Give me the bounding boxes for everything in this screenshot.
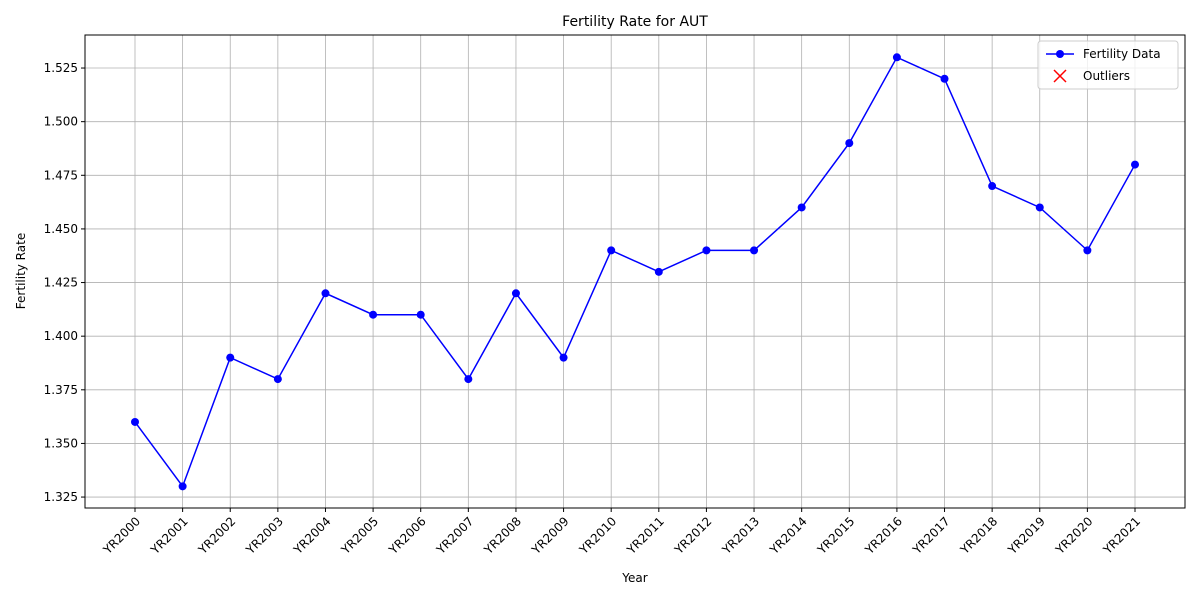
marker (892, 53, 901, 62)
x-tick-label: YR2004 (290, 514, 333, 557)
marker-stroke (1053, 69, 1067, 83)
marker (1083, 246, 1092, 255)
marker (559, 353, 568, 362)
marker (321, 289, 330, 298)
marker (464, 375, 473, 384)
marker (607, 246, 616, 255)
x-tick-label: YR2011 (624, 514, 667, 557)
marker (940, 74, 949, 83)
x-tick-label: YR2020 (1052, 514, 1095, 557)
marker (845, 139, 854, 148)
marker (1056, 50, 1064, 58)
x-tick-label: YR2000 (100, 514, 143, 557)
x-tick-label: YR2006 (386, 514, 429, 557)
y-tick-label: 1.525 (44, 61, 78, 75)
marker (702, 246, 711, 255)
y-tick-label: 1.400 (44, 329, 78, 343)
x-tick-label: YR2017 (909, 514, 952, 557)
marker (1053, 69, 1067, 83)
y-tick-label: 1.325 (44, 490, 78, 504)
marker (797, 203, 806, 212)
x-tick-label: YR2009 (528, 514, 571, 557)
x-tick-label: YR2003 (243, 514, 286, 557)
y-tick-label: 1.500 (44, 115, 78, 129)
y-tick-label: 1.475 (44, 168, 78, 182)
legend-box (1037, 40, 1179, 90)
x-tick-label: YR2010 (576, 514, 619, 557)
marker (1131, 160, 1139, 169)
legend: Fertility Data Outliers (1037, 40, 1179, 90)
x-tick-label: YR2016 (862, 514, 905, 557)
legend-label: Fertility Data (1083, 47, 1161, 61)
x-tick-label: YR2013 (719, 514, 762, 557)
x-tick-label: YR2015 (814, 514, 857, 557)
x-tick-label: YR2008 (481, 514, 524, 557)
x-tick-label: YR2002 (195, 514, 238, 557)
y-tick-label: 1.375 (44, 383, 78, 397)
y-tick-label: 1.425 (44, 276, 78, 290)
x-tick-label: YR2014 (766, 514, 809, 557)
marker (226, 353, 235, 362)
x-tick-label: YR2019 (1005, 514, 1048, 557)
x-tick-label: YR2012 (671, 514, 714, 557)
x-tick-label: YR2005 (338, 514, 381, 557)
marker (750, 246, 759, 255)
marker (1035, 203, 1044, 212)
marker (273, 375, 282, 384)
x-tick-label: YR2018 (957, 514, 1000, 557)
marker (511, 289, 520, 298)
x-axis-label: Year (621, 571, 647, 585)
marker (416, 310, 425, 319)
y-axis-label: Fertility Rate (14, 233, 28, 309)
marker (988, 182, 997, 191)
x-tick-label: YR2001 (147, 514, 190, 557)
y-tick-label: 1.450 (44, 222, 78, 236)
chart-title: Fertility Rate for AUT (562, 14, 708, 30)
plot-frame (84, 34, 1186, 509)
legend-label: Outliers (1083, 69, 1130, 83)
x-tick-label: YR2007 (433, 514, 476, 557)
x-tick-label: YR2021 (1100, 514, 1143, 557)
marker (178, 482, 187, 491)
y-tick-label: 1.350 (44, 436, 78, 450)
marker (654, 267, 663, 276)
series-line (134, 56, 1136, 488)
marker (131, 417, 139, 426)
grid (85, 35, 1185, 508)
marker (369, 310, 378, 319)
